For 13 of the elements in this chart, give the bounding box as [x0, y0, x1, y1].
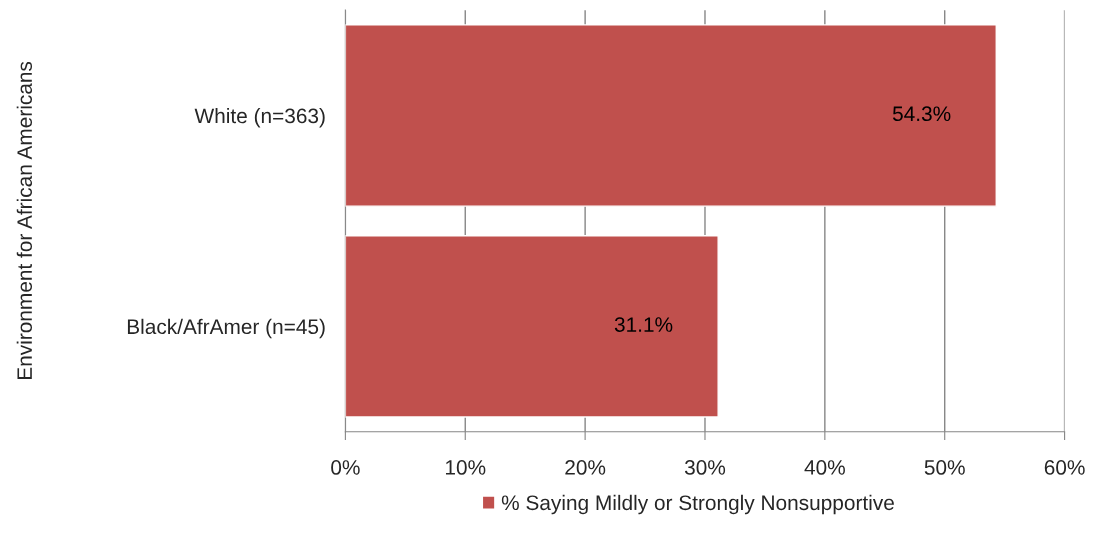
- data-label: 54.3%: [892, 106, 951, 122]
- x-tick-label: 0%: [331, 460, 360, 475]
- x-tick-label: 20%: [565, 460, 606, 475]
- x-tick-label: 40%: [804, 460, 845, 475]
- y-axis-title: Environment for African Americans: [16, 61, 33, 379]
- x-tick-label: 50%: [924, 460, 965, 475]
- legend-label: % Saying Mildly or Strongly Nonsupportive: [501, 494, 894, 515]
- y-tick-label: White (n=363): [194, 107, 325, 128]
- x-tick-label: 60%: [1044, 460, 1085, 475]
- x-tick-label: 30%: [684, 460, 726, 475]
- data-label: 31.1%: [614, 317, 673, 332]
- x-tick-label: 10%: [445, 460, 486, 475]
- y-tick-label: Black/AfrAmer (n=45): [127, 318, 325, 339]
